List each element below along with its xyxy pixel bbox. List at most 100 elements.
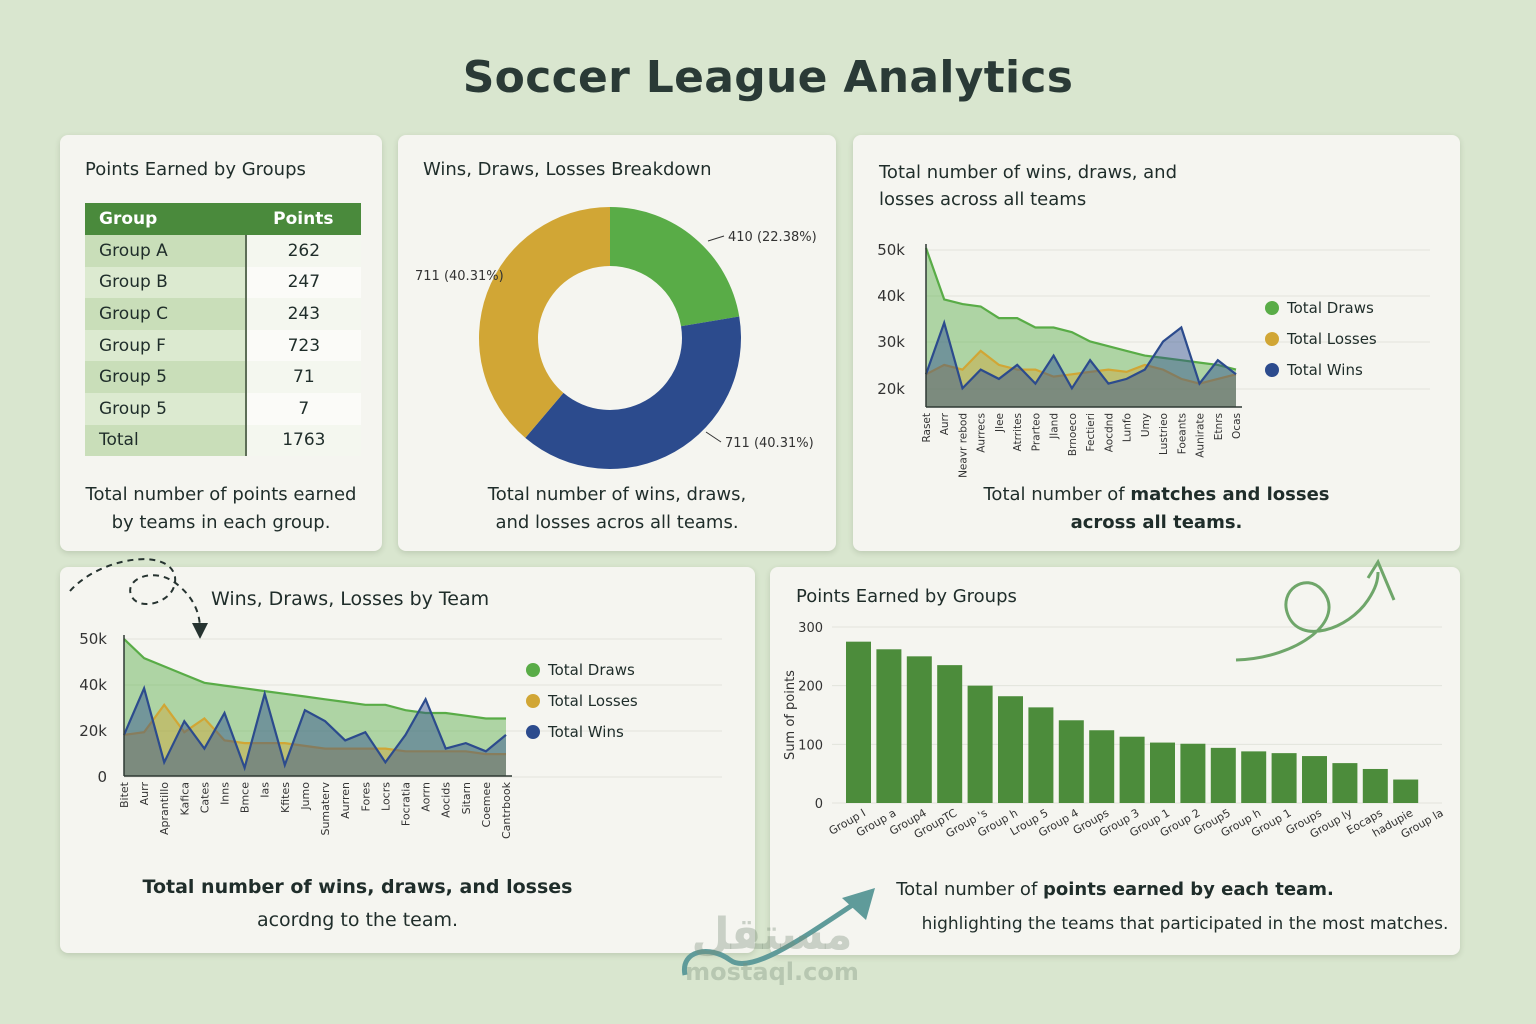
caption-bold: matches and losses — [1130, 484, 1330, 505]
x-tick-label: Fectieri — [1085, 413, 1097, 451]
x-tick-label: Neavr rebod — [957, 413, 969, 478]
x-tick-label: Aurr — [138, 782, 151, 806]
caption-line: by teams in each group. — [111, 512, 331, 533]
bar — [1302, 756, 1327, 803]
card-caption: Total number of wins, draws, and losses … — [60, 871, 655, 937]
caption-text: Total number of — [896, 879, 1044, 900]
x-tick-label: Aocdnd — [1103, 413, 1115, 452]
total-draws-line — [123, 638, 506, 720]
total-wins-area — [124, 688, 506, 776]
table-row: Group F 723 — [85, 329, 361, 362]
y-tick-label: 30k — [877, 333, 905, 351]
caption-line: and losses acros all teams. — [495, 512, 739, 533]
y-tick-label: 50k — [877, 241, 905, 259]
x-tick-label: Cantrbook — [500, 781, 513, 839]
points-cell: 7 — [244, 392, 361, 425]
total-losses-line — [123, 702, 506, 756]
y-tick-label: 20k — [877, 380, 905, 398]
y-axis-label: Sum of points — [783, 670, 798, 760]
donut-slice-total-wins — [525, 316, 741, 469]
x-tick-label: Etnrs — [1213, 413, 1225, 440]
y-tick-label: 50k — [79, 630, 107, 648]
area-chart: 50k 40k 30k 20k Raset Aurr Neavr rebod Aurrecs J… — [877, 241, 1430, 478]
group-cell: Group 5 — [85, 361, 246, 393]
card-title: Wins, Draws, Losses by Team — [211, 588, 490, 610]
points-cell: 247 — [244, 266, 361, 299]
legend-swatch — [526, 662, 540, 677]
x-tick-label: Aprantillo — [158, 782, 171, 835]
bar — [1210, 747, 1236, 803]
bar — [1241, 751, 1267, 803]
group-cell: Group F — [85, 329, 246, 362]
caption-line: acordng to the team. — [256, 909, 459, 931]
legend-label: Total Losses — [548, 691, 638, 710]
card-title: Total number of wins, draws, and losses … — [879, 159, 1177, 213]
x-tick-label: Ocas — [1231, 413, 1243, 439]
caption-line: Total number of wins, draws, — [487, 484, 747, 505]
x-tick-label: Inns — [219, 782, 232, 805]
data-label: 410 (22.38%) — [728, 230, 817, 245]
bar — [998, 696, 1023, 803]
x-tick-label: Prarteo — [1030, 413, 1042, 451]
donut-slice-total-draws — [610, 207, 740, 327]
group-cell: Group C — [85, 298, 246, 330]
x-tick-label: Aunirate — [1195, 413, 1207, 458]
points-cell: 723 — [244, 329, 361, 362]
area-chart-card-top: Total number of wins, draws, and losses … — [853, 135, 1460, 551]
legend-label: Total Wins — [548, 722, 624, 741]
bar — [1271, 753, 1297, 803]
legend-swatch — [1265, 362, 1279, 377]
bar — [1332, 763, 1358, 803]
x-tick-label: Bmce — [239, 782, 252, 813]
x-tick-label: Kfites — [279, 782, 292, 813]
area-chart-card-bottom: Wins, Draws, Losses by Team 50k 40k 20k 0 Bi… — [60, 558, 755, 953]
bar — [846, 641, 871, 803]
caption-line: Total number of wins, draws, and losses — [60, 871, 655, 904]
x-tick-label: Coemee — [480, 782, 493, 828]
title-line: losses across all teams — [879, 189, 1087, 210]
bar — [967, 685, 993, 803]
bar — [876, 649, 902, 803]
chart-legend: Total Draws Total Losses Total Wins — [526, 654, 638, 747]
bar — [906, 656, 932, 803]
chart-legend: Total Draws Total Losses Total Wins — [1265, 292, 1377, 385]
caption-bold: across all teams. — [1070, 512, 1243, 533]
x-tick-label: Atrrites — [1012, 413, 1024, 452]
y-tick-label: 40k — [877, 287, 905, 305]
group-cell: Group A — [85, 235, 246, 267]
points-cell: 1763 — [244, 424, 361, 457]
label-leader — [705, 431, 722, 443]
y-tick-label: 100 — [798, 738, 823, 753]
caption-bold: Total number of wins, draws, and losses — [142, 876, 573, 898]
legend-item: Total Losses — [1265, 323, 1377, 354]
area-chart: 50k 40k 20k 0 Bitet Aurr Aprantillo Kafica Cates… — [79, 630, 722, 839]
caption-line: Total number of points earned — [85, 484, 357, 505]
bar — [1393, 779, 1419, 803]
x-tick-label: Locrs — [379, 782, 392, 811]
x-tick-label: Aurr — [939, 412, 951, 435]
bar — [1028, 707, 1054, 803]
caption-line: across all teams. — [853, 509, 1460, 537]
total-wins-area — [926, 322, 1236, 407]
legend-label: Total Draws — [548, 660, 635, 679]
points-cell: 71 — [244, 361, 361, 393]
card-title: Points Earned by Groups — [85, 159, 306, 180]
legend-swatch — [1265, 331, 1279, 346]
points-cell: 243 — [244, 298, 361, 330]
y-tick-label: 40k — [79, 676, 107, 694]
x-tick-label: Aurrecs — [976, 413, 988, 453]
bar — [1180, 743, 1206, 803]
y-tick-label: 0 — [815, 797, 823, 812]
card-caption: Total number of matches and losses acros… — [853, 481, 1460, 537]
group-cell: Group 5 — [85, 392, 246, 425]
table-row: Group C 243 — [85, 298, 361, 330]
curly-arrow-decoration — [1235, 558, 1396, 662]
table-row: Group 5 71 — [85, 361, 361, 393]
legend-item: Total Wins — [526, 716, 638, 747]
legend-swatch — [1265, 300, 1279, 315]
watermark-text: مستقل — [691, 909, 853, 960]
x-tick-label: Aorrn — [420, 782, 433, 812]
legend-label: Total Wins — [1287, 360, 1363, 379]
